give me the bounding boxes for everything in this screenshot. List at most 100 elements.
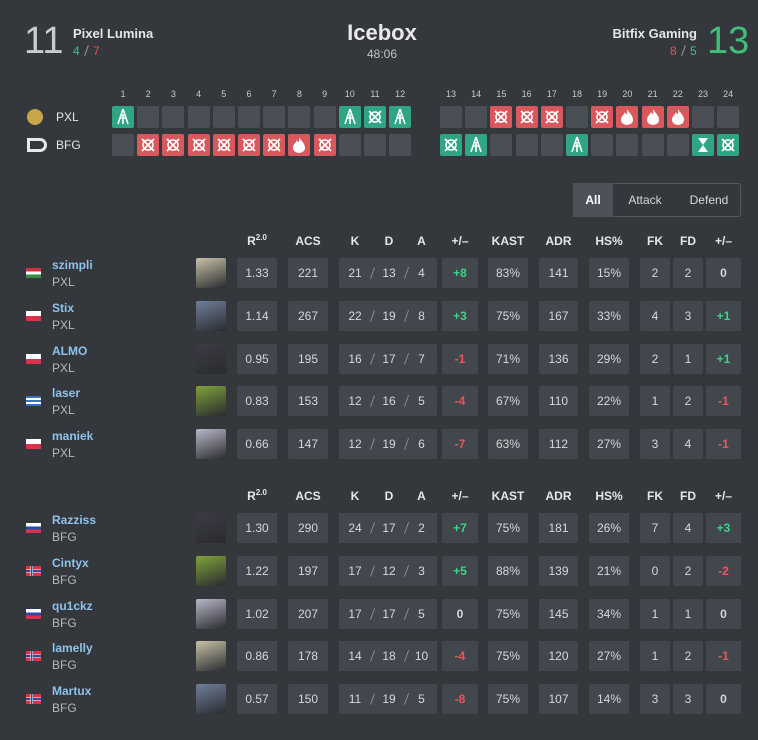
stat-cell: [288, 386, 328, 417]
player-name[interactable]: Razziss: [52, 513, 97, 527]
player-name[interactable]: Martux: [52, 684, 92, 699]
left-score: 11: [24, 20, 64, 62]
player-name[interactable]: szimpli: [52, 258, 93, 272]
player-name[interactable]: lamelly: [52, 641, 93, 656]
player-team: PXL: [52, 360, 75, 375]
round-icon: [671, 109, 684, 125]
round-icon: [494, 110, 509, 124]
stat-value: 2: [684, 266, 692, 280]
stat-value: 5: [418, 394, 425, 409]
round-number: 9: [322, 89, 328, 99]
stat-value: 0.86: [245, 649, 269, 664]
stat-cell: [589, 598, 629, 629]
stat-cell: [288, 258, 328, 288]
kda-cell: [339, 598, 437, 629]
flag: [26, 651, 41, 662]
slash: [84, 45, 89, 56]
column-header: +/–: [451, 489, 469, 503]
player-name[interactable]: ALMO: [52, 343, 88, 358]
column-header: ACS: [295, 234, 321, 248]
player-name[interactable]: maniek: [52, 429, 94, 444]
round-number: 13: [445, 89, 456, 99]
column-header: A: [417, 234, 426, 248]
round-number: 19: [597, 89, 608, 99]
stat-value: 19: [382, 692, 396, 707]
round-box: [162, 106, 185, 128]
round-box: [389, 134, 412, 156]
round-box: [313, 106, 336, 128]
round-box: [465, 134, 488, 156]
stat-value: 267: [297, 308, 319, 323]
stat-value: 195: [297, 351, 319, 366]
round-box: [641, 134, 664, 156]
stat-value: 17: [382, 606, 396, 621]
agent-portrait: [196, 300, 226, 331]
column-header: +/–: [714, 234, 732, 248]
column-header: KAST: [491, 234, 525, 248]
player-name[interactable]: laser: [52, 386, 81, 401]
stat-value: 120: [548, 649, 569, 664]
stat-value: 2: [651, 266, 659, 280]
stat-value: 3: [418, 563, 425, 578]
player-team: PXL: [52, 317, 75, 332]
round-box: [238, 106, 260, 128]
stat-cell: [673, 300, 703, 331]
stat-value: -1: [718, 437, 729, 452]
round-icon: [368, 110, 382, 124]
filter-button[interactable]: All: [573, 183, 613, 217]
round-box: [313, 134, 336, 156]
filter-button[interactable]: Attack: [628, 193, 662, 207]
stat-cell: [589, 386, 629, 417]
player-team: PXL: [52, 403, 75, 418]
player-team: PXL: [52, 446, 75, 461]
stat-value: 75%: [495, 521, 521, 535]
right-half2: 5: [690, 44, 697, 58]
stat-cell: [539, 258, 578, 288]
duration: 48:06: [366, 47, 398, 61]
team-logo: [27, 138, 47, 152]
stat-value: 1.22: [245, 563, 269, 578]
round-box: [364, 134, 386, 156]
stat-cell: [673, 513, 703, 543]
stat-cell: [589, 300, 629, 331]
round-icon: [191, 138, 206, 152]
stat-cell: [488, 258, 528, 288]
kda-cell: [339, 641, 437, 672]
player-name[interactable]: Stix: [52, 300, 75, 315]
stat-value: 1: [684, 351, 692, 366]
stat-value: 1: [651, 394, 659, 409]
agent-portrait: [196, 684, 226, 715]
right-score: 13: [707, 20, 750, 62]
round-icon: [646, 109, 659, 125]
kda-cell: [339, 684, 437, 715]
stat-cell: [706, 343, 741, 374]
round-box: [338, 134, 361, 156]
round-number: 7: [271, 89, 277, 99]
round-number: 14: [471, 89, 482, 99]
column-header: R 2.0: [237, 488, 277, 504]
stat-value: 147: [297, 437, 319, 452]
stat-value: 136: [548, 351, 569, 366]
flag: [26, 396, 41, 407]
column-header: HS%: [595, 489, 623, 503]
round-number: 4: [196, 89, 202, 99]
player-name[interactable]: qu1ckz: [52, 598, 93, 613]
header-sup: 2.0: [255, 488, 267, 497]
stat-value: -8: [454, 692, 466, 707]
stat-value: -1: [718, 394, 729, 409]
filter-button[interactable]: Defend: [689, 193, 729, 207]
round-number: 17: [546, 89, 557, 99]
stat-value: 150: [297, 692, 319, 707]
round-box: [591, 106, 614, 128]
round-box: [540, 134, 563, 156]
round-box: [364, 106, 386, 128]
round-icon: [545, 110, 559, 124]
round-icon: [571, 136, 583, 153]
stat-cell: [237, 300, 277, 331]
round-box: [566, 106, 588, 128]
stat-cell: [237, 598, 277, 629]
player-name[interactable]: Cintyx: [52, 555, 89, 570]
stat-cell: [237, 641, 277, 672]
round-box: [187, 134, 210, 156]
round-box: [238, 134, 260, 156]
